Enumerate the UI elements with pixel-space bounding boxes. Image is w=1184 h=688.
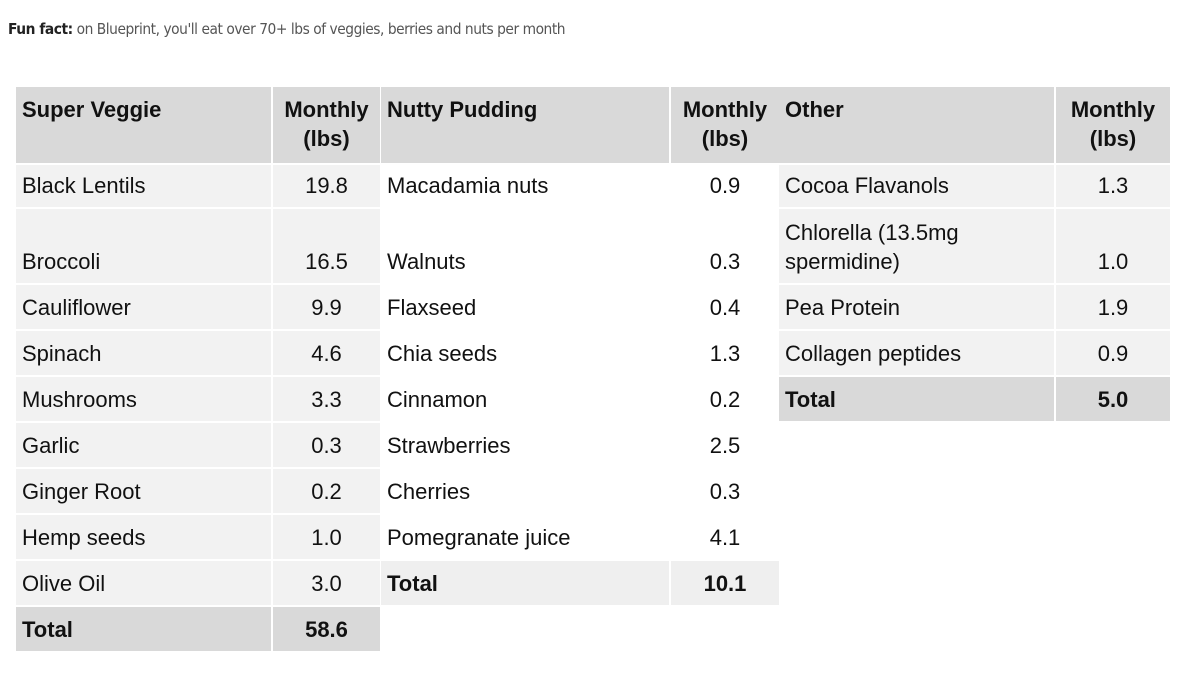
table-row-value: 2.5: [709, 433, 741, 458]
table-total-label: Total: [381, 561, 669, 605]
table-row-value: 0.3: [709, 249, 741, 274]
table-row-value: 16.5: [273, 209, 380, 283]
table-row-value: 4.1: [709, 525, 741, 550]
table-total-value: 58.6: [273, 607, 380, 651]
table-row-value: 1.0: [273, 515, 380, 559]
table-row-name: Macadamia nuts: [387, 173, 549, 198]
table-row-value: 1.9: [1056, 285, 1170, 329]
table-row-value: 3.0: [273, 561, 380, 605]
table-row-name: Cinnamon: [387, 387, 488, 412]
table-row-value: 0.2: [709, 387, 741, 412]
table-total-value: 10.1: [671, 561, 779, 605]
table-row-name: Spinach: [16, 331, 271, 375]
fun-fact-text: on Blueprint, you'll eat over 70+ lbs of…: [72, 20, 566, 38]
table-total-label: Total: [779, 377, 1054, 421]
table-row-value: 9.9: [273, 285, 380, 329]
table-header: Nutty Pudding: [381, 87, 669, 163]
table-row-name: Cocoa Flavanols: [779, 165, 1054, 207]
table-row-value: 19.8: [273, 165, 380, 207]
table-row-name: Chia seeds: [387, 341, 498, 366]
table-row-value: 0.2: [273, 469, 380, 513]
table-row-name: Ginger Root: [16, 469, 271, 513]
table-total-label: Total: [16, 607, 271, 651]
table-row-value: 0.4: [709, 295, 741, 320]
table-row-name: Cauliflower: [16, 285, 271, 329]
fun-fact: Fun fact: on Blueprint, you'll eat over …: [8, 20, 566, 38]
table-row-value: 1.3: [1056, 165, 1170, 207]
fun-fact-label: Fun fact:: [8, 20, 73, 38]
table-row-value: 3.3: [273, 377, 380, 421]
table-row-name: Pomegranate juice: [387, 525, 571, 550]
table-row-value: 0.9: [709, 173, 741, 198]
table-header: Other: [779, 87, 1054, 163]
table-unit-header: Monthly (lbs): [1056, 87, 1170, 163]
table-row-value: 4.6: [273, 331, 380, 375]
table-row-name: Pea Protein: [779, 285, 1054, 329]
table-row-value: 0.3: [273, 423, 380, 467]
table-row-value: 0.9: [1056, 331, 1170, 375]
table-row-name: Flaxseed: [387, 295, 477, 320]
table-row-value: 1.3: [709, 341, 741, 366]
table-total-value: 5.0: [1056, 377, 1170, 421]
table-row-name: Broccoli: [16, 209, 271, 283]
table-row-name: Chlorella (13.5mg spermidine): [779, 209, 1054, 283]
table-row-value: 0.3: [709, 479, 741, 504]
table-row-value: 1.0: [1056, 209, 1170, 283]
table-unit-header: Monthly (lbs): [671, 87, 779, 163]
table-row-name: Olive Oil: [16, 561, 271, 605]
table-row-name: Strawberries: [387, 433, 511, 458]
table-row-name: Collagen peptides: [779, 331, 1054, 375]
table-row-name: Hemp seeds: [16, 515, 271, 559]
table-row-name: Cherries: [387, 479, 471, 504]
table-unit-header: Monthly (lbs): [273, 87, 380, 163]
table-row-name: Black Lentils: [16, 165, 271, 207]
table-row-name: Walnuts: [387, 249, 466, 274]
table-header: Super Veggie: [16, 87, 271, 163]
table-row-name: Mushrooms: [16, 377, 271, 421]
table-row-name: Garlic: [16, 423, 271, 467]
